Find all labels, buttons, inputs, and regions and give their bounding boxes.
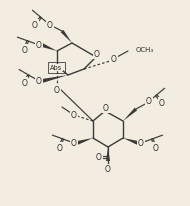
Text: O: O <box>105 165 111 174</box>
Text: O: O <box>21 79 27 88</box>
Polygon shape <box>76 138 93 145</box>
Text: O: O <box>159 98 165 107</box>
Text: O: O <box>36 77 42 86</box>
Text: O: O <box>96 153 102 162</box>
Text: O: O <box>138 139 144 148</box>
Text: O: O <box>54 86 60 95</box>
Text: O: O <box>22 46 28 55</box>
Text: O: O <box>94 50 100 59</box>
Text: O: O <box>71 111 77 120</box>
Text: O: O <box>71 139 77 148</box>
Polygon shape <box>42 76 68 84</box>
FancyBboxPatch shape <box>48 62 64 73</box>
Text: Abs: Abs <box>50 65 62 71</box>
Polygon shape <box>106 147 110 161</box>
Text: O: O <box>32 21 38 29</box>
Polygon shape <box>123 138 139 145</box>
Text: O: O <box>57 143 63 152</box>
Text: O: O <box>103 104 109 113</box>
Text: O: O <box>111 55 117 64</box>
Text: O: O <box>47 21 53 30</box>
Polygon shape <box>41 44 57 52</box>
Text: O: O <box>146 97 152 106</box>
Text: O: O <box>36 41 42 50</box>
Polygon shape <box>123 108 137 121</box>
Polygon shape <box>61 31 72 44</box>
Text: OCH₃: OCH₃ <box>136 47 154 53</box>
Text: O: O <box>152 143 158 152</box>
